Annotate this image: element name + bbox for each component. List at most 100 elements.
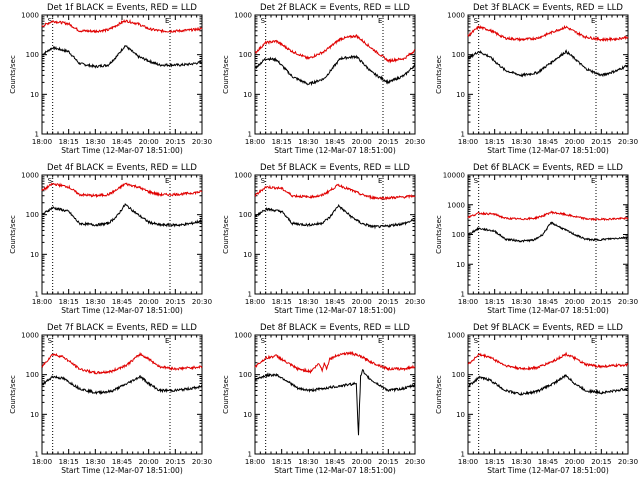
panel-det-6: Det 6f BLACK = Events, RED = LLD 1 10 100 10… <box>435 163 638 315</box>
y-tick-label: 100 <box>239 211 252 219</box>
y-tick-label: 1 <box>461 131 465 139</box>
panel-title: Det 4f BLACK = Events, RED = LLD <box>47 163 197 173</box>
x-tick-label: 20:30 <box>192 458 212 466</box>
series-events <box>467 49 629 78</box>
x-tick-label: 18:00 <box>458 138 478 146</box>
series-events <box>254 368 416 436</box>
x-tick-label: 18:15 <box>485 298 505 306</box>
y-axis-label: Counts/sec <box>9 375 17 414</box>
x-tick-label: 20:15 <box>165 298 185 306</box>
x-tick-label: 20:00 <box>565 298 585 306</box>
x-tick-label: 20:00 <box>139 298 159 306</box>
x-tick-label: 18:00 <box>458 298 478 306</box>
y-tick-label: 10 <box>456 411 465 419</box>
y-tick-label: 10 <box>243 251 252 259</box>
y-tick-label: 10 <box>30 91 39 99</box>
panel-title: Det 1f BLACK = Events, RED = LLD <box>47 3 197 13</box>
y-axis-label: Counts/sec <box>435 55 443 94</box>
y-axis-label: Counts/sec <box>222 215 230 254</box>
x-tick-label: 20:30 <box>405 138 425 146</box>
series-lld <box>467 210 629 222</box>
x-axis-label: Start Time (12-Mar-07 18:51:00) <box>487 146 609 155</box>
x-tick-label: 18:15 <box>272 298 292 306</box>
series-lld <box>467 24 629 43</box>
y-tick-label: 10000 <box>443 172 465 180</box>
panel-det-2: Det 2f BLACK = Events, RED = LLD 1 10 100 10… <box>222 3 425 155</box>
series-events <box>254 203 416 230</box>
y-tick-label: 1000 <box>21 172 39 180</box>
x-axis-label: Start Time (12-Mar-07 18:51:00) <box>487 306 609 315</box>
end-marker-label: E <box>591 337 595 345</box>
y-tick-label: 100 <box>26 211 39 219</box>
x-tick-label: 18:45 <box>325 458 345 466</box>
y-tick-label: 10 <box>243 91 252 99</box>
x-axis-label: Start Time (12-Mar-07 18:51:00) <box>61 146 183 155</box>
x-tick-label: 18:30 <box>85 138 105 146</box>
x-tick-label: 18:45 <box>112 138 132 146</box>
x-tick-label: 18:30 <box>85 458 105 466</box>
start-marker-label: S <box>261 17 266 25</box>
x-axis-label: Start Time (12-Mar-07 18:51:00) <box>274 466 396 475</box>
x-tick-label: 20:15 <box>165 138 185 146</box>
y-tick-label: 1000 <box>234 332 252 340</box>
start-marker-label: S <box>474 17 479 25</box>
x-tick-label: 20:00 <box>352 138 372 146</box>
x-tick-label: 20:00 <box>352 458 372 466</box>
series-lld <box>467 351 629 371</box>
y-tick-label: 10 <box>30 251 39 259</box>
y-axis-label: Counts/sec <box>9 55 17 94</box>
end-marker-label: E <box>378 17 382 25</box>
x-axis-label: Start Time (12-Mar-07 18:51:00) <box>487 466 609 475</box>
end-marker-label: E <box>378 337 382 345</box>
y-tick-label: 10 <box>456 261 465 269</box>
x-tick-label: 20:15 <box>378 298 398 306</box>
end-marker-label: E <box>165 17 169 25</box>
x-tick-label: 18:30 <box>511 458 531 466</box>
series-events <box>41 202 203 228</box>
y-tick-label: 1000 <box>234 172 252 180</box>
panel-title: Det 6f BLACK = Events, RED = LLD <box>473 163 623 173</box>
plot-frame <box>254 174 416 295</box>
x-tick-label: 20:30 <box>405 298 425 306</box>
panel-det-8: Det 8f BLACK = Events, RED = LLD 1 10 100 10… <box>222 323 425 475</box>
x-tick-label: 18:45 <box>112 458 132 466</box>
plot-frame <box>254 334 416 455</box>
series-lld <box>41 351 203 375</box>
panel-title: Det 3f BLACK = Events, RED = LLD <box>473 3 623 13</box>
x-tick-label: 18:30 <box>511 138 531 146</box>
x-tick-label: 18:00 <box>245 458 265 466</box>
x-tick-label: 18:30 <box>298 458 318 466</box>
y-tick-label: 100 <box>239 371 252 379</box>
y-tick-label: 1 <box>35 451 39 459</box>
panel-title: Det 2f BLACK = Events, RED = LLD <box>260 3 410 13</box>
x-tick-label: 18:15 <box>59 298 79 306</box>
panel-det-7: Det 7f BLACK = Events, RED = LLD 1 10 100 10… <box>9 323 212 475</box>
x-tick-label: 18:45 <box>112 298 132 306</box>
panel-title: Det 5f BLACK = Events, RED = LLD <box>260 163 410 173</box>
y-tick-label: 1000 <box>21 332 39 340</box>
start-marker-label: S <box>261 177 266 185</box>
x-tick-label: 20:30 <box>618 458 638 466</box>
y-tick-label: 10 <box>30 411 39 419</box>
end-marker-label: E <box>165 337 169 345</box>
x-tick-label: 18:30 <box>511 298 531 306</box>
x-tick-label: 20:15 <box>165 458 185 466</box>
plot-frame <box>467 334 629 455</box>
x-tick-label: 18:30 <box>298 298 318 306</box>
x-tick-label: 18:45 <box>538 298 558 306</box>
x-tick-label: 18:30 <box>298 138 318 146</box>
y-axis-label: Counts/sec <box>222 375 230 414</box>
end-marker-label: E <box>378 177 382 185</box>
series-events <box>467 374 629 396</box>
y-tick-label: 1000 <box>447 201 465 209</box>
x-tick-label: 20:30 <box>618 298 638 306</box>
panel-det-9: Det 9f BLACK = Events, RED = LLD 1 10 100 10… <box>435 323 638 475</box>
plot-frame <box>41 334 203 455</box>
y-tick-label: 100 <box>452 371 465 379</box>
y-tick-label: 1 <box>35 131 39 139</box>
panel-title: Det 8f BLACK = Events, RED = LLD <box>260 323 410 333</box>
x-tick-label: 20:15 <box>378 138 398 146</box>
plot-frame <box>41 14 203 135</box>
panel-title: Det 7f BLACK = Events, RED = LLD <box>47 323 197 333</box>
